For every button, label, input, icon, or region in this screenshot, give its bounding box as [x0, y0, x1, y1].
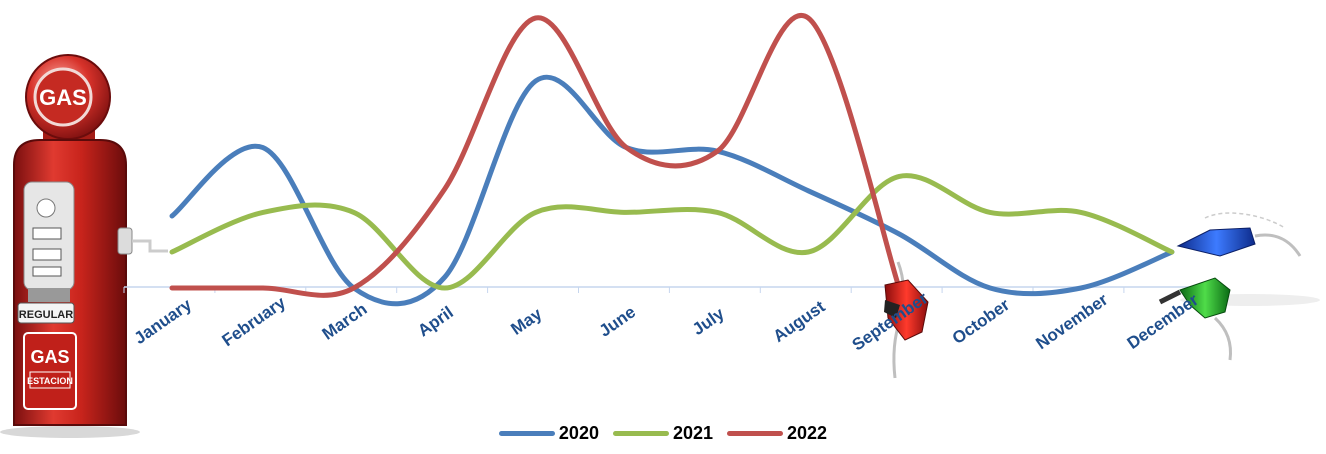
- series-layer: [172, 15, 1172, 303]
- x-tick-label-june: June: [596, 302, 639, 340]
- green-nozzle-icon: [1160, 278, 1320, 360]
- blue-nozzle-icon: [1178, 213, 1300, 256]
- legend-item-2021: 2021: [613, 423, 713, 444]
- x-tick-label-march: March: [319, 299, 371, 343]
- legend-label-2021: 2021: [673, 423, 713, 444]
- x-axis-labels: January February March April May June July Augu…: [131, 288, 1202, 354]
- x-tick-label-november: November: [1032, 290, 1111, 353]
- legend-swatch-2022: [727, 431, 783, 436]
- legend-label-2020: 2020: [559, 423, 599, 444]
- x-tick-label-april: April: [414, 303, 457, 341]
- legend-item-2022: 2022: [727, 423, 827, 444]
- x-tick-label-may: May: [507, 304, 545, 339]
- svg-text:ESTACION: ESTACION: [27, 376, 73, 386]
- x-tick-label-january: January: [131, 295, 196, 348]
- legend: 2020 2021 2022: [0, 423, 1326, 444]
- x-tick-label-october: October: [949, 295, 1014, 348]
- gas-pump-icon: GAS REGULAR GAS ESTACION: [0, 55, 168, 438]
- series-line-2021: [172, 176, 1172, 288]
- x-tick-label-july: July: [689, 304, 728, 339]
- svg-text:REGULAR: REGULAR: [19, 309, 73, 321]
- svg-text:GAS: GAS: [30, 347, 69, 367]
- legend-label-2022: 2022: [787, 423, 827, 444]
- legend-swatch-2021: [613, 431, 669, 436]
- x-tick-label-august: August: [770, 297, 829, 346]
- legend-swatch-2020: [499, 431, 555, 436]
- x-tick-label-february: February: [218, 293, 289, 351]
- legend-item-2020: 2020: [499, 423, 599, 444]
- series-line-2020: [172, 77, 1172, 304]
- svg-text:GAS: GAS: [39, 85, 87, 110]
